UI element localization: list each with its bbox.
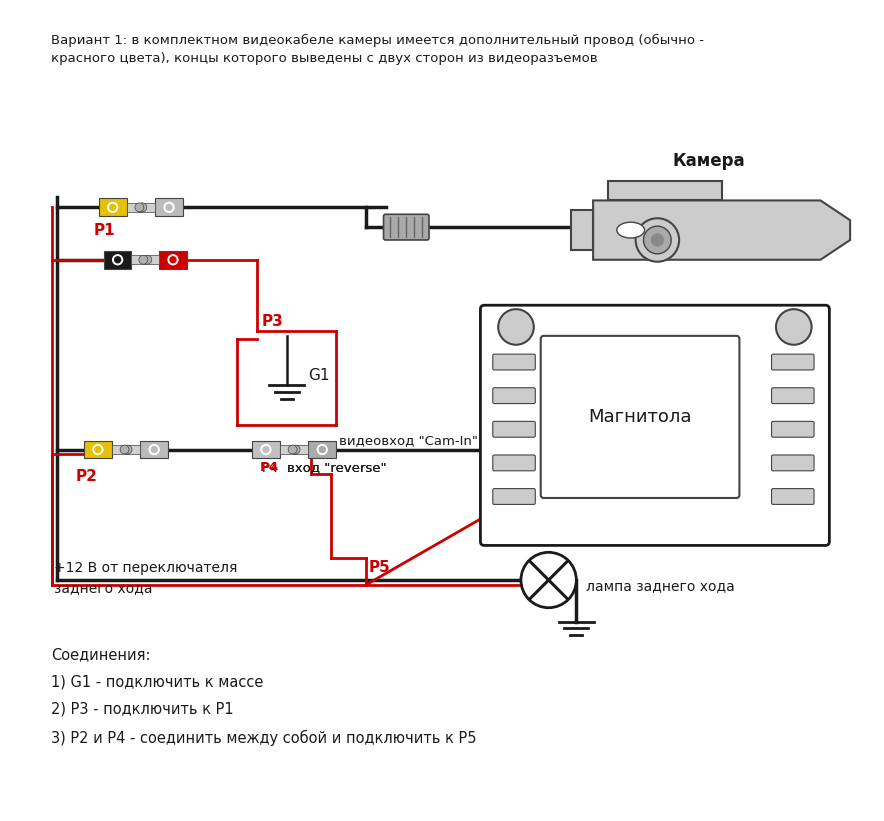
Bar [143, 255, 159, 264]
Circle shape [170, 257, 176, 263]
Circle shape [139, 255, 148, 264]
Circle shape [776, 310, 812, 345]
Circle shape [636, 218, 679, 262]
Circle shape [652, 234, 663, 246]
Circle shape [95, 447, 101, 452]
Polygon shape [608, 181, 721, 200]
Bar [99, 199, 126, 216]
Bar [252, 441, 279, 458]
Circle shape [644, 226, 671, 254]
FancyBboxPatch shape [772, 455, 814, 470]
FancyBboxPatch shape [772, 488, 814, 504]
Circle shape [138, 203, 147, 212]
Circle shape [319, 447, 325, 452]
Text: лампа заднего хода: лампа заднего хода [586, 579, 735, 593]
Polygon shape [593, 200, 850, 259]
Circle shape [123, 445, 132, 454]
FancyBboxPatch shape [772, 354, 814, 370]
Circle shape [164, 203, 174, 213]
Circle shape [521, 553, 576, 608]
Bar [309, 441, 336, 458]
Text: Вариант 1: в комплектном видеокабеле камеры имеется дополнительный провод (обычн: Вариант 1: в комплектном видеокабеле кам… [51, 34, 705, 66]
Circle shape [135, 203, 144, 212]
Bar [111, 445, 127, 454]
Text: G1: G1 [309, 369, 330, 383]
Circle shape [108, 203, 118, 213]
Circle shape [151, 447, 157, 452]
FancyBboxPatch shape [492, 455, 536, 470]
Circle shape [149, 445, 159, 455]
FancyBboxPatch shape [492, 421, 536, 438]
Bar [126, 203, 142, 212]
Circle shape [115, 257, 120, 263]
Text: Соединения:
1) G1 - подключить к массе
2) Р3 - подключить к Р1
3) Р2 и Р4 - соед: Соединения: 1) G1 - подключить к массе 2… [51, 647, 476, 745]
FancyBboxPatch shape [384, 214, 429, 240]
Circle shape [291, 445, 300, 454]
Circle shape [93, 445, 103, 455]
Ellipse shape [617, 222, 644, 238]
Text: P5: P5 [369, 560, 391, 576]
FancyBboxPatch shape [480, 305, 829, 545]
Bar [84, 441, 111, 458]
Text: Магнитола: Магнитола [589, 408, 692, 426]
Circle shape [261, 445, 271, 455]
Bar [156, 199, 183, 216]
Bar [132, 255, 148, 264]
Circle shape [499, 310, 534, 345]
Bar [125, 445, 141, 454]
Bar [103, 251, 132, 268]
FancyBboxPatch shape [541, 336, 739, 498]
Text: Камера: Камера [672, 152, 745, 170]
Bar [293, 445, 309, 454]
Text: P2: P2 [76, 469, 98, 484]
Circle shape [263, 447, 269, 452]
Circle shape [317, 445, 327, 455]
Polygon shape [571, 210, 593, 250]
FancyBboxPatch shape [772, 388, 814, 404]
Circle shape [288, 445, 297, 454]
Text: P3: P3 [262, 314, 284, 329]
Circle shape [168, 255, 178, 264]
Bar [279, 445, 295, 454]
Bar [140, 203, 156, 212]
Circle shape [110, 204, 116, 210]
FancyBboxPatch shape [772, 421, 814, 438]
Text: вход "reverse": вход "reverse" [286, 461, 386, 475]
Text: видеовход "Cam-In": видеовход "Cam-In" [339, 434, 478, 447]
Bar [159, 251, 187, 268]
Text: +12 В от переключателя: +12 В от переключателя [55, 561, 238, 575]
Circle shape [112, 255, 123, 264]
Text: заднего хода: заднего хода [55, 581, 153, 595]
Text: P1: P1 [94, 223, 116, 238]
Text: P4  вход "reverse": P4 вход "reverse" [262, 461, 386, 475]
Text: P4: P4 [260, 461, 279, 475]
Circle shape [120, 445, 129, 454]
FancyBboxPatch shape [492, 488, 536, 504]
FancyBboxPatch shape [492, 354, 536, 370]
Circle shape [166, 204, 172, 210]
Bar [141, 441, 168, 458]
FancyBboxPatch shape [492, 388, 536, 404]
Circle shape [143, 255, 152, 264]
